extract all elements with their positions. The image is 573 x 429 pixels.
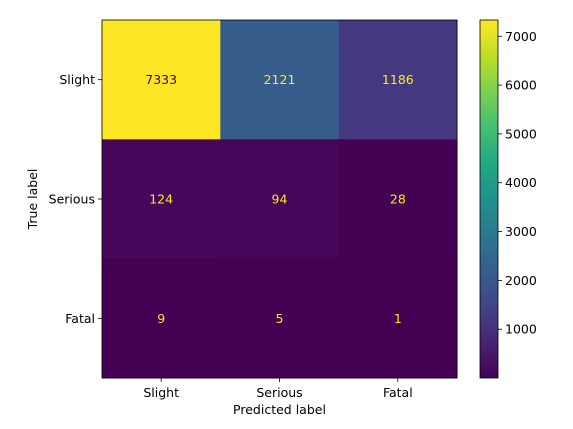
heatmap-cell	[338, 20, 458, 140]
x-tick-label: Slight	[143, 385, 179, 400]
y-tick-label: Slight	[59, 72, 95, 87]
x-tick-label: Serious	[256, 385, 302, 400]
y-tick-label: Fatal	[65, 311, 95, 326]
cell-value-label: 124	[149, 192, 173, 207]
x-axis-ticks: Slight Serious Fatal	[143, 378, 413, 400]
y-tick-label: Serious	[49, 192, 95, 207]
heatmap-cells	[102, 20, 458, 379]
colorbar-tick-label: 3000	[505, 224, 537, 239]
heatmap-cell	[220, 139, 340, 260]
cell-value-label: 7333	[145, 72, 177, 87]
cell-value-label: 94	[272, 192, 288, 207]
colorbar-tick-label: 1000	[505, 322, 537, 337]
heatmap-cell	[102, 258, 221, 379]
heatmap-cell	[338, 139, 458, 260]
heatmap-cell	[102, 139, 221, 260]
colorbar-ticks: 1000 2000 3000 4000 5000 6000 7000	[498, 29, 537, 337]
heatmap-cell	[220, 20, 340, 140]
cell-value-label: 9	[157, 311, 165, 326]
y-axis-ticks: Slight Serious Fatal	[49, 72, 102, 326]
y-axis-label: True label	[25, 169, 40, 231]
cell-value-label: 1	[394, 311, 402, 326]
heatmap-cell	[102, 20, 221, 140]
colorbar-tick-label: 7000	[505, 29, 537, 44]
heatmap-cell	[220, 258, 340, 379]
cell-value-label: 28	[390, 192, 406, 207]
heatmap-cell	[338, 258, 458, 379]
colorbar-tick-label: 6000	[505, 78, 537, 93]
x-tick-label: Fatal	[383, 385, 413, 400]
x-axis-label: Predicted label	[233, 402, 326, 417]
colorbar-tick-label: 4000	[505, 175, 537, 190]
cell-value-label: 1186	[382, 72, 414, 87]
heatmap-cell-labels: 7333 2121 1186 124 94 28 9 5 1	[145, 72, 414, 326]
colorbar	[479, 19, 499, 379]
colorbar-tick-label: 5000	[505, 126, 537, 141]
cell-value-label: 2121	[264, 72, 296, 87]
colorbar-tick-label: 2000	[505, 273, 537, 288]
cell-value-label: 5	[276, 311, 284, 326]
